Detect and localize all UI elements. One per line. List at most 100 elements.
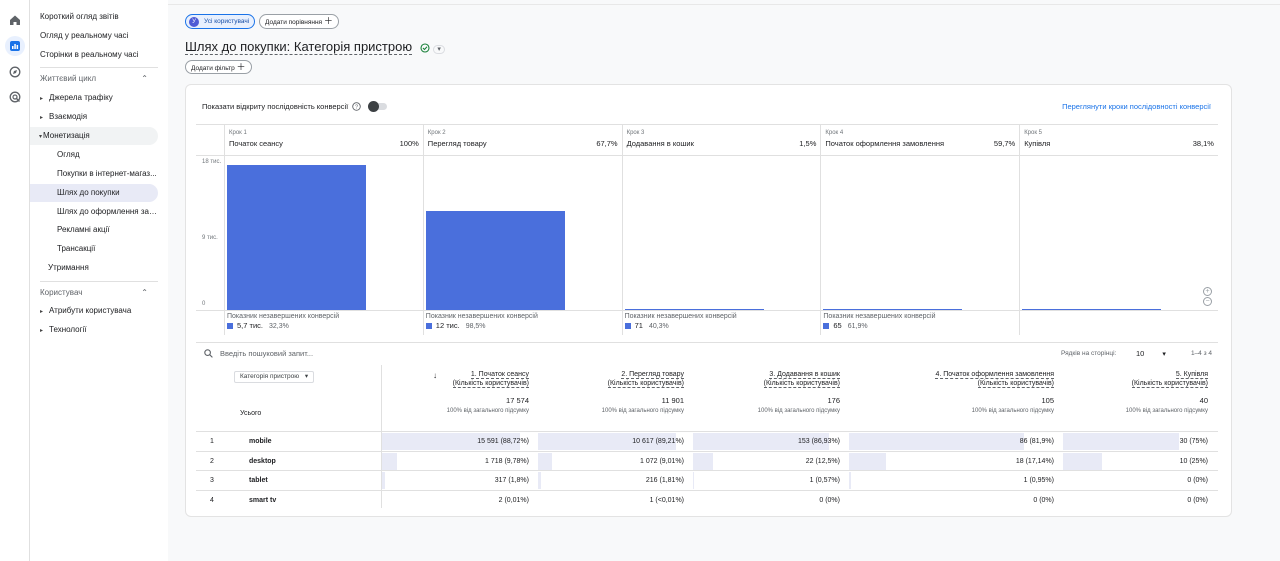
home-icon[interactable] xyxy=(7,12,23,28)
search-input[interactable]: Введіть пошуковий запит... xyxy=(220,349,314,358)
row-number: 1 xyxy=(210,438,214,445)
zoom-out-icon[interactable]: − xyxy=(1203,297,1212,306)
abandonment-rate: Показник незавершених конверсій 65 61,9% xyxy=(823,313,936,330)
chevron-up-icon: ⌃ xyxy=(141,74,148,83)
column-total-share: 100% від загального підсумку xyxy=(1125,408,1208,414)
nav-rail xyxy=(0,0,30,561)
abandonment-percent: 98,5% xyxy=(465,323,486,330)
step-number: Крок 1 xyxy=(229,130,247,136)
row-dimension-value: desktop xyxy=(249,457,276,465)
row-dimension-value: mobile xyxy=(249,438,272,445)
abandonment-label: Показник незавершених конверсій xyxy=(425,313,538,320)
sidebar-item-realtime-pages[interactable]: Сторінки в реальному часі xyxy=(40,50,139,59)
abandonment-label: Показник незавершених конверсій xyxy=(624,313,737,320)
dimension-select[interactable]: Категорія пристрою ▾ xyxy=(234,371,315,383)
sidebar-item-purchase-journey[interactable]: Шлях до покупки xyxy=(30,184,158,202)
all-users-chip[interactable]: У Усі користувачі xyxy=(185,14,256,29)
help-icon[interactable]: ? xyxy=(352,102,361,111)
sidebar-item-realtime-overview[interactable]: Огляд у реальному часі xyxy=(40,31,129,40)
sidebar-group-user-attributes[interactable]: ▸ Атрибути користувача xyxy=(40,304,162,318)
column-header-step-4[interactable]: 4. Початок оформлення замовлення (Кількіс… xyxy=(848,371,1054,414)
sidebar-group-engagement[interactable]: ▸ Взаємодія xyxy=(40,110,162,124)
lifecycle-label: Життєвий цикл xyxy=(40,74,96,83)
sidebar-item-ecommerce-purchases[interactable]: Покупки в інтернет-магаз... xyxy=(57,169,157,178)
sidebar-item-promotions[interactable]: Рекламні акції xyxy=(57,225,110,234)
step-completion-rate: 100% xyxy=(399,139,419,148)
legend-swatch xyxy=(624,323,631,330)
column-title: 3. Додавання в кошик xyxy=(769,371,840,379)
explore-icon[interactable] xyxy=(7,64,23,80)
sidebar-item-retention[interactable]: Утримання xyxy=(48,263,89,272)
table-cell: 30 (75%) xyxy=(1179,438,1208,445)
abandonment-label: Показник незавершених конверсій xyxy=(227,313,340,320)
sort-desc-icon[interactable]: ↓ xyxy=(433,371,437,380)
open-funnel-toggle-row: Показати відкриту послідовність конверсі… xyxy=(202,101,388,112)
column-total-share: 100% від загального підсумку xyxy=(757,408,840,414)
column-total-share: 100% від загального підсумку xyxy=(601,408,684,414)
add-comparison-button[interactable]: Додати порівняння ＋ xyxy=(259,14,339,29)
funnel-bar-step-3[interactable] xyxy=(624,308,764,310)
pagination-text: 1–4 з 4 xyxy=(1190,350,1212,357)
caret-right-icon: ▸ xyxy=(40,96,44,102)
table-cell: 1 072 (9,01%) xyxy=(640,457,684,465)
reports-icon[interactable] xyxy=(5,36,25,56)
rows-per-page-select[interactable]: 10 ▾ xyxy=(1136,349,1166,358)
column-subtitle: (Кількість користувачів) xyxy=(607,380,684,388)
dropdown-icon[interactable]: ▾ xyxy=(433,45,445,54)
chevron-up-icon: ⌃ xyxy=(141,288,148,297)
abandonment-count: 65 xyxy=(833,321,842,330)
add-filter-button[interactable]: Додати фільтр ＋ xyxy=(185,60,252,74)
group-label: Монетизація xyxy=(43,131,90,140)
header-divider xyxy=(168,4,1280,5)
table-cell: 1 718 (9,78%) xyxy=(485,457,529,465)
share-bar xyxy=(849,472,852,489)
sidebar-item-overview[interactable]: Огляд xyxy=(57,150,80,159)
step-completion-rate: 38,1% xyxy=(1192,139,1214,148)
abandonment-count: 5,7 тис. xyxy=(237,321,263,330)
step-number: Крок 4 xyxy=(825,130,844,136)
column-header-step-5[interactable]: 5. Купівля (Кількість користувачів) 40 100%… xyxy=(1062,371,1208,414)
page-title: Шлях до покупки: Категорія пристрою ▾ xyxy=(185,39,445,55)
title-text[interactable]: Шлях до покупки: Категорія пристрою xyxy=(185,39,413,55)
sidebar-item-checkout-journey[interactable]: Шлях до оформлення зам... xyxy=(57,207,157,216)
column-header-step-3[interactable]: 3. Додавання в кошик (Кількість користува… xyxy=(692,371,840,414)
share-bar xyxy=(849,452,886,470)
legend-swatch xyxy=(227,323,233,330)
share-bar xyxy=(538,452,552,470)
column-title: 2. Перегляд товару xyxy=(621,371,684,379)
funnel-bar-step-5[interactable] xyxy=(1022,308,1162,310)
sidebar-section-user[interactable]: Користувач ⌃ xyxy=(40,286,162,300)
funnel-bar-step-1[interactable] xyxy=(227,164,366,310)
column-total: 17 574 xyxy=(506,396,529,405)
sidebar-group-monetization[interactable]: ▾Монетизація xyxy=(30,127,158,145)
abandonment-count: 71 xyxy=(634,321,643,330)
column-header-step-2[interactable]: 2. Перегляд товару (Кількість користувачі… xyxy=(537,371,684,414)
table-cell: 10 617 (89,21%) xyxy=(632,438,684,445)
row-dimension-value: tablet xyxy=(249,477,268,484)
table-row[interactable]: 3 tablet 317 (1,8%) 216 (1,81%) 1 (0,57%) 1 (… xyxy=(196,470,1218,489)
search-icon xyxy=(204,349,213,358)
y-tick-max: 18 тис. xyxy=(202,159,222,165)
toggle-label: Показати відкриту послідовність конверсі… xyxy=(202,102,349,111)
table-row[interactable]: 1 mobile 15 591 (88,72%) 10 617 (89,21%) 153… xyxy=(196,431,1218,450)
sidebar-group-acquisition[interactable]: ▸ Джерела трафіку xyxy=(40,91,162,105)
abandonment-percent: 32,3% xyxy=(268,323,289,330)
funnel-header-divider xyxy=(196,155,1218,156)
share-bar xyxy=(382,433,521,450)
column-title: 1. Початок сеансу xyxy=(470,371,529,379)
sidebar-item-transactions[interactable]: Трансакції xyxy=(57,244,96,253)
view-funnel-steps-link[interactable]: Переглянути кроки послідовності конверсі… xyxy=(1062,102,1211,111)
zoom-in-icon[interactable]: + xyxy=(1203,287,1212,296)
funnel-bar-step-2[interactable] xyxy=(425,211,565,310)
sidebar-section-lifecycle[interactable]: Життєвий цикл ⌃ xyxy=(40,72,162,86)
sidebar-item-reports-snapshot[interactable]: Короткий огляд звітів xyxy=(40,12,119,21)
table-row[interactable]: 2 desktop 1 718 (9,78%) 1 072 (9,01%) 22 (12… xyxy=(196,450,1218,470)
table-row[interactable]: 4 smart tv 2 (0,01%) 1 (<0,01%) 0 (0%) 0 (0%)… xyxy=(196,489,1218,509)
column-subtitle: (Кількість користувачів) xyxy=(763,380,840,388)
open-funnel-toggle[interactable] xyxy=(368,101,388,112)
column-header-step-1[interactable]: 1. Початок сеансу (Кількість користувачів… xyxy=(381,371,529,414)
funnel-bar-step-4[interactable] xyxy=(823,308,963,310)
sidebar-group-tech[interactable]: ▸ Технології xyxy=(40,323,162,337)
advertising-icon[interactable] xyxy=(7,89,23,105)
column-total-share: 100% від загального підсумку xyxy=(971,408,1054,414)
